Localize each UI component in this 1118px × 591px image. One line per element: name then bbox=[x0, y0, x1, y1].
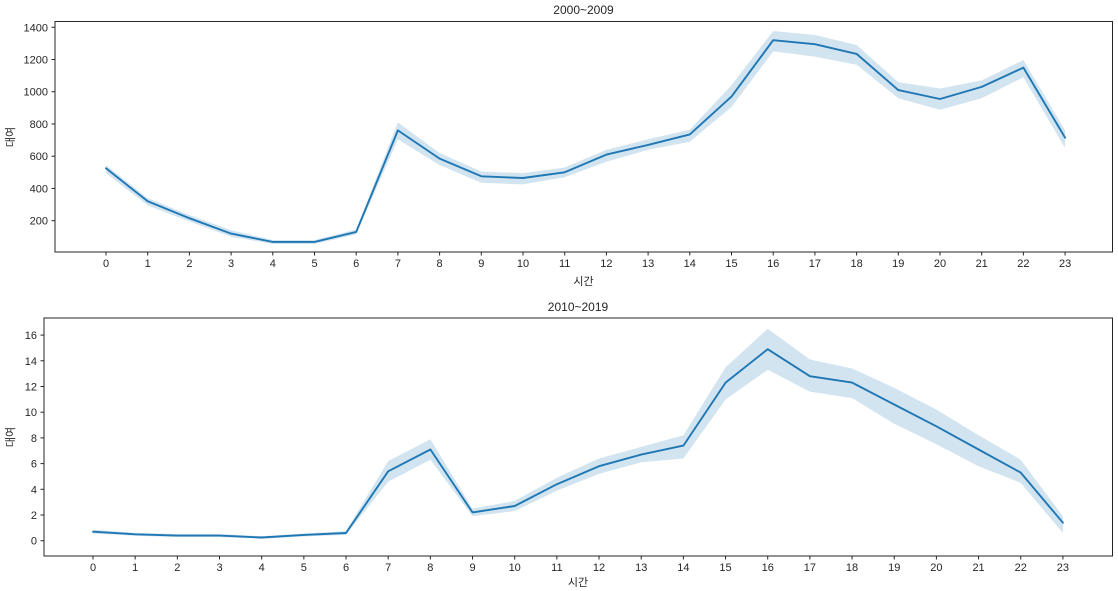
x-tick-label: 8 bbox=[427, 562, 433, 574]
y-tick-label: 12 bbox=[25, 382, 37, 394]
x-tick-label: 12 bbox=[600, 258, 612, 270]
y-tick-label: 1000 bbox=[24, 87, 48, 99]
x-tick-label: 2 bbox=[174, 562, 180, 574]
plot-area-2: 0 1 2 3 4 5 6 7 8 9 10 11 12 13 14 15 16 17 18 19 20 21 22 2302… bbox=[25, 317, 1113, 574]
y-tick-label: 2 bbox=[31, 510, 37, 522]
y-tick-label: 14 bbox=[25, 356, 37, 368]
x-tick-label: 4 bbox=[259, 562, 265, 574]
x-tick-label: 9 bbox=[478, 258, 484, 270]
x-tick-label: 20 bbox=[934, 258, 946, 270]
x-tick-label: 3 bbox=[228, 258, 234, 270]
x-tick-label: 16 bbox=[767, 258, 779, 270]
y-tick-label: 1400 bbox=[24, 22, 48, 34]
x-tick-label: 7 bbox=[385, 562, 391, 574]
x-tick-label: 17 bbox=[809, 258, 821, 270]
x-tick-label: 4 bbox=[270, 258, 276, 270]
axes-spines bbox=[43, 317, 1113, 557]
chart-2-ylabel: 대여 bbox=[5, 426, 17, 448]
x-tick-label: 21 bbox=[976, 258, 988, 270]
x-tick-label: 17 bbox=[804, 562, 816, 574]
x-tick-label: 18 bbox=[850, 258, 862, 270]
x-tick-label: 16 bbox=[762, 562, 774, 574]
x-tick-label: 0 bbox=[90, 562, 96, 574]
x-tick-label: 8 bbox=[437, 258, 443, 270]
ci-band bbox=[106, 31, 1066, 244]
x-tick-label: 14 bbox=[684, 258, 696, 270]
x-tick-label: 9 bbox=[469, 562, 475, 574]
x-tick-label: 3 bbox=[216, 562, 222, 574]
x-tick-label: 19 bbox=[888, 562, 900, 574]
x-tick-label: 6 bbox=[343, 562, 349, 574]
y-tick-label: 8 bbox=[31, 433, 37, 445]
x-tick-label: 23 bbox=[1059, 258, 1071, 270]
y-tick-label: 0 bbox=[31, 536, 37, 548]
x-tick-label: 10 bbox=[509, 562, 521, 574]
y-tick-label: 400 bbox=[30, 183, 48, 195]
y-tick-label: 4 bbox=[31, 484, 37, 496]
x-tick-label: 21 bbox=[972, 562, 984, 574]
chart-1-ylabel: 대여 bbox=[5, 126, 17, 148]
x-tick-label: 19 bbox=[892, 258, 904, 270]
x-tick-label: 13 bbox=[635, 562, 647, 574]
x-tick-label: 7 bbox=[395, 258, 401, 270]
x-tick-label: 11 bbox=[551, 562, 562, 574]
x-tick-label: 12 bbox=[593, 562, 605, 574]
chart-1-xlabel: 시간 bbox=[573, 276, 594, 288]
x-tick-label: 1 bbox=[132, 562, 138, 574]
x-tick-label: 10 bbox=[517, 258, 529, 270]
y-tick-label: 16 bbox=[25, 330, 37, 342]
x-tick-label: 0 bbox=[103, 258, 109, 270]
mean-line bbox=[92, 348, 1064, 539]
x-tick-label: 15 bbox=[719, 562, 731, 574]
y-tick-label: 200 bbox=[30, 216, 48, 228]
x-tick-label: 15 bbox=[725, 258, 737, 270]
y-tick-label: 10 bbox=[25, 407, 37, 419]
y-tick-label: 6 bbox=[31, 459, 37, 471]
y-tick-label: 600 bbox=[30, 151, 48, 163]
ci-band bbox=[93, 328, 1063, 539]
y-tick-label: 1200 bbox=[24, 54, 48, 66]
x-tick-label: 13 bbox=[642, 258, 654, 270]
x-tick-label: 22 bbox=[1017, 258, 1029, 270]
plot-area-1: 0 1 2 3 4 5 6 7 8 9 10 11 12 13 14 15 16 17 18 19 20 21 22 2320… bbox=[24, 21, 1113, 270]
chart-1-title: 2000~2009 bbox=[553, 3, 614, 17]
x-tick-label: 5 bbox=[301, 562, 307, 574]
chart-2-title: 2010~2019 bbox=[547, 300, 609, 314]
x-tick-label: 6 bbox=[353, 258, 359, 270]
x-tick-label: 23 bbox=[1057, 562, 1069, 574]
x-tick-label: 22 bbox=[1015, 562, 1027, 574]
chart-2-xlabel: 시간 bbox=[567, 577, 589, 589]
x-tick-label: 14 bbox=[677, 562, 689, 574]
x-tick-label: 11 bbox=[559, 258, 570, 270]
y-tick-label: 800 bbox=[30, 119, 48, 131]
mean-line bbox=[105, 39, 1067, 243]
x-tick-label: 2 bbox=[186, 258, 192, 270]
x-tick-label: 1 bbox=[145, 258, 151, 270]
x-tick-label: 5 bbox=[311, 258, 317, 270]
x-tick-label: 18 bbox=[846, 562, 858, 574]
axes-spines bbox=[54, 21, 1113, 253]
x-tick-label: 20 bbox=[930, 562, 942, 574]
